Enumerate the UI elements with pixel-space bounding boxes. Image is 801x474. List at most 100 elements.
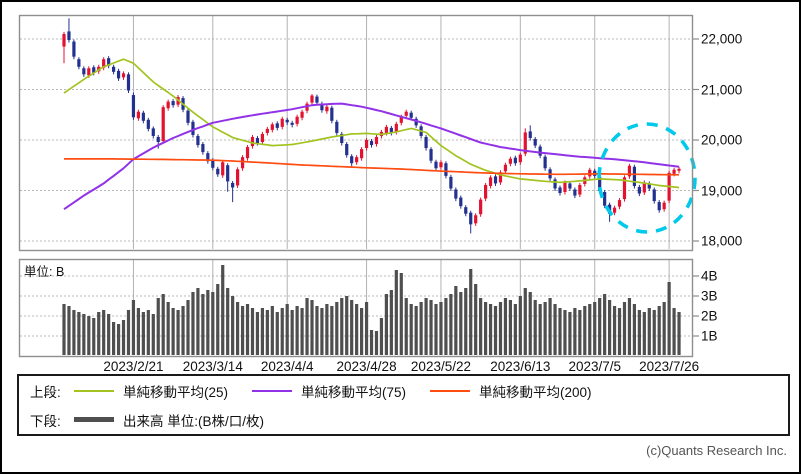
candle-body (360, 149, 364, 159)
volume-bar (677, 312, 681, 355)
volume-bar (603, 294, 607, 355)
volume-panel-border (18, 258, 694, 358)
sma200-label: 単純移動平均(200) (479, 384, 592, 400)
candle-body (479, 199, 483, 215)
candle-body (369, 141, 374, 146)
volume-bar (245, 304, 250, 355)
candle-body (543, 156, 547, 169)
volume-bar (469, 269, 473, 355)
candle-body (409, 112, 413, 118)
volume-bar (270, 306, 274, 355)
legend-item-sma75: 単純移動平均(75) (252, 381, 406, 401)
candle-body (156, 136, 160, 143)
sma200-line-icon (430, 389, 471, 392)
candle-body (573, 189, 577, 196)
candle-body (508, 158, 512, 164)
candle-body (325, 106, 329, 112)
volume-bar (97, 312, 101, 355)
candle-body (513, 157, 517, 164)
volume-bar (275, 312, 279, 355)
volume-bar (315, 306, 319, 355)
volume-bar (320, 308, 324, 355)
candle-body (92, 67, 96, 73)
volume-bar (260, 308, 264, 355)
candle-body (493, 176, 498, 184)
volume-axis-label: 1B (701, 328, 718, 344)
candle-body (617, 200, 622, 207)
volume-bar (434, 304, 438, 355)
candle-body (330, 107, 334, 121)
volume-bar (236, 302, 240, 355)
volume-bar (240, 306, 245, 355)
volume-bar (459, 292, 463, 355)
volume-bar (310, 300, 314, 355)
copyright-text: (c)Quants Research Inc. (646, 443, 787, 458)
candle-body (364, 140, 369, 149)
candle-body (627, 165, 632, 177)
candle-body (394, 123, 398, 132)
sma25-line-icon (74, 389, 114, 392)
ma-line-200 (64, 158, 679, 176)
volume-bar (295, 306, 299, 355)
volume-line-icon (74, 417, 114, 422)
candle-body (523, 132, 527, 154)
candle-body (191, 121, 195, 135)
volume-axis-label: 2B (701, 308, 718, 324)
volume-bar (325, 304, 329, 355)
candle-body (642, 182, 646, 193)
volume-bar (667, 282, 671, 355)
candle-body (404, 111, 408, 116)
volume-bar (394, 270, 398, 355)
date-axis-label: 2023/2/21 (103, 359, 164, 374)
volume-bar (632, 304, 636, 355)
candle-body (335, 121, 339, 133)
volume-bar (548, 298, 552, 355)
volume-bar (151, 314, 155, 355)
candle-body (221, 162, 225, 176)
volume-bar (449, 294, 453, 355)
volume-bar (112, 322, 116, 355)
sma75-label: 単純移動平均(75) (301, 384, 407, 400)
volume-bar (116, 324, 121, 355)
candle-body (503, 164, 508, 172)
volume-bar (340, 298, 344, 355)
volume-bar (305, 298, 309, 355)
price-axis-label: 22,000 (701, 31, 743, 47)
volume-bar (335, 302, 339, 355)
volume-axis-label: 4B (701, 268, 718, 284)
candle-body (161, 107, 165, 142)
volume-bar (231, 296, 235, 355)
volume-bar (77, 312, 81, 355)
volume-bar (578, 310, 582, 355)
candle-body (449, 176, 453, 189)
volume-bar (67, 306, 71, 355)
date-axis-label: 2023/7/26 (639, 359, 700, 374)
candle-body (116, 70, 121, 79)
candle-body (206, 153, 210, 162)
candle-body (389, 127, 393, 133)
candle-body (429, 149, 433, 161)
volume-bar (350, 300, 354, 355)
volume-bar (285, 304, 289, 355)
price-axis-label: 19,000 (701, 183, 743, 198)
ma-line-25 (63, 58, 680, 189)
volume-bar (518, 296, 522, 355)
volume-bar (136, 308, 140, 355)
candle-body (275, 123, 279, 128)
candle-body (196, 135, 200, 146)
volume-bar (62, 304, 66, 355)
candle-body (201, 144, 205, 153)
date-axis-label: 2023/3/14 (182, 359, 243, 374)
volume-bar (543, 302, 547, 355)
volume-bar (429, 300, 433, 355)
candle-body (528, 131, 532, 138)
volume-bar (255, 312, 260, 355)
volume-axis-label: 3B (701, 288, 718, 304)
volume-bar (82, 314, 86, 355)
volume-bar (102, 310, 106, 355)
candle-body (498, 172, 503, 183)
legend-lower-row: 下段: 出来高 単位:(B株/口/枚) (19, 410, 788, 430)
candle-body (598, 176, 602, 192)
